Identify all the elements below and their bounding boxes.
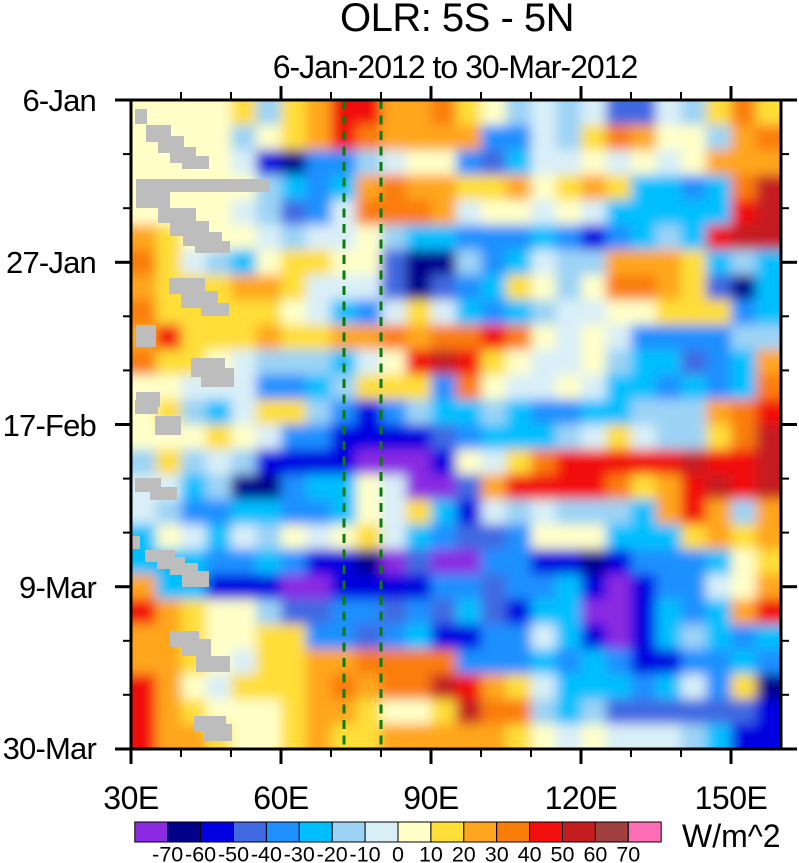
svg-text:90E: 90E [403,780,458,816]
svg-text:27-Jan: 27-Jan [6,245,96,280]
svg-text:-40: -40 [251,843,282,863]
svg-text:40: 40 [518,843,542,863]
svg-text:150E: 150E [695,780,768,816]
svg-text:60: 60 [583,843,607,863]
svg-text:17-Feb: 17-Feb [3,408,96,443]
svg-text:-50: -50 [218,843,249,863]
svg-text:W/m^2: W/m^2 [682,818,781,854]
svg-text:60E: 60E [253,780,308,816]
svg-text:-30: -30 [284,843,315,863]
svg-text:30: 30 [485,843,509,863]
svg-text:50: 50 [551,843,575,863]
svg-text:10: 10 [419,843,443,863]
svg-text:6-Jan: 6-Jan [22,83,96,118]
svg-text:20: 20 [452,843,476,863]
svg-text:-10: -10 [350,843,381,863]
svg-text:-20: -20 [317,843,348,863]
svg-text:30E: 30E [103,780,158,816]
svg-text:OLR: 5S - 5N: OLR: 5S - 5N [340,0,574,40]
svg-text:9-Mar: 9-Mar [19,570,96,605]
svg-text:70: 70 [616,843,640,863]
svg-text:-70: -70 [152,843,183,863]
svg-text:30-Mar: 30-Mar [3,731,97,766]
svg-text:-60: -60 [185,843,216,863]
svg-text:120E: 120E [545,780,618,816]
svg-text:0: 0 [392,843,404,863]
svg-text:6-Jan-2012 to 30-Mar-2012: 6-Jan-2012 to 30-Mar-2012 [273,49,638,85]
